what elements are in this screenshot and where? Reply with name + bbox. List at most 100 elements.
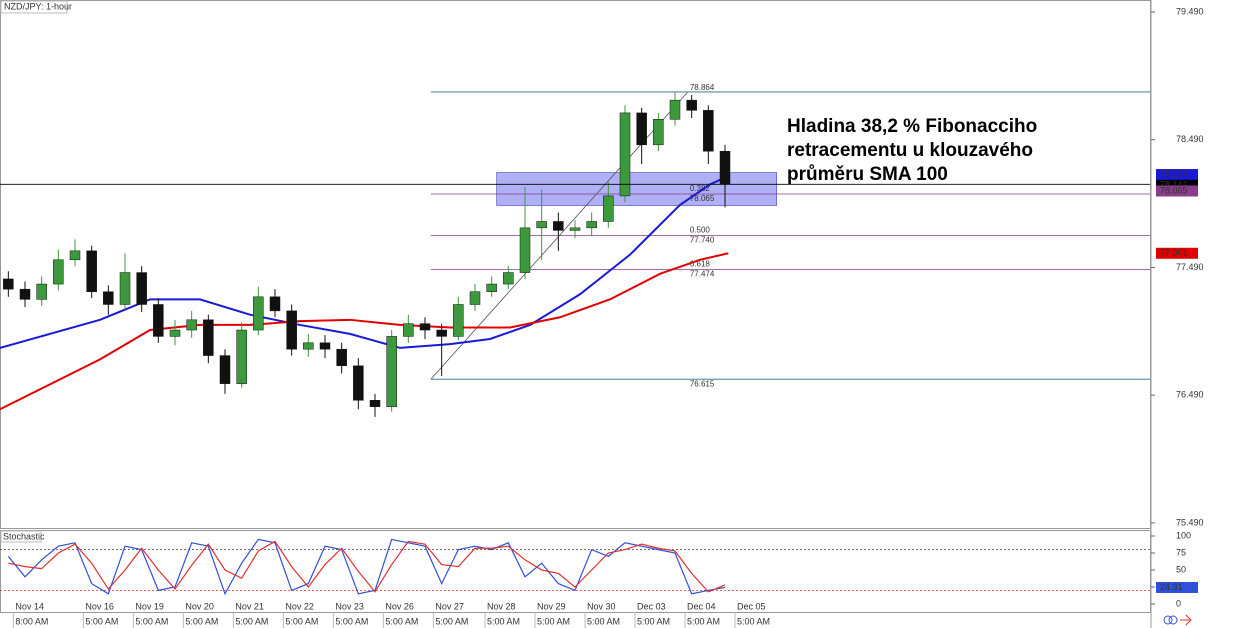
x-tick-label: Dec 04 [687,601,716,611]
x-tick-label: Nov 26 [385,601,414,611]
x-tick-time: 8:00 AM [15,616,48,626]
x-tick-label: Nov 28 [487,601,516,611]
y-tick-label: 76.490 [1176,390,1204,400]
candle-body [586,221,597,229]
candle-body [719,150,731,185]
x-tick-time: 5:00 AM [487,616,520,626]
candle-body [403,323,414,337]
stoch-y-tick-label: 100 [1176,530,1191,540]
candle-body [636,112,647,146]
x-tick-label: Nov 29 [537,601,566,611]
candle-body [69,250,81,261]
x-tick-label: Dec 03 [637,601,666,611]
x-tick-time: 5:00 AM [385,616,418,626]
candle-body [519,227,531,273]
y-tick-label: 79.490 [1176,6,1204,16]
price-badge-label: 24.31 [1160,582,1183,592]
stoch-y-tick-label: 0 [1176,598,1181,608]
x-tick-time: 5:00 AM [687,616,720,626]
candle-body [453,304,464,337]
link-icon[interactable] [1168,615,1178,625]
link-icon[interactable] [1163,615,1173,625]
candle-body [436,329,447,337]
candle-body [553,221,564,231]
candle-body [103,291,114,305]
price-badge [1156,169,1198,181]
y-tick-label: 75.490 [1176,517,1204,527]
candle-body [119,272,131,305]
x-tick-time: 5:00 AM [587,616,620,626]
x-tick-label: Nov 30 [587,601,616,611]
price-badge-label: 78.141 [1160,180,1188,190]
candle-body [569,227,581,231]
x-tick-label: Nov 20 [185,601,214,611]
x-tick-label: Nov 21 [235,601,264,611]
candle-body [386,336,397,407]
candle-body [419,323,431,331]
fib-price-label: 77.740 [690,236,715,245]
main-panel-border [0,0,1151,529]
x-tick-time: 5:00 AM [335,616,368,626]
candle-body [153,304,164,337]
x-tick-label: Dec 05 [737,601,766,611]
candle-body [303,342,314,350]
candle-body [53,259,64,285]
candle-body [369,400,381,407]
y-tick-label: 77.490 [1176,262,1204,272]
candle-body [703,110,714,152]
candle-body [319,342,331,350]
annotation-line: retracementu u klouzavého [787,140,1033,161]
candle-body [3,278,14,290]
arrow-icon[interactable] [1180,614,1192,626]
annotation-line: průměru SMA 100 [787,164,948,185]
fib-price-label: 77.474 [690,270,715,279]
candle-body [603,195,614,222]
stoch-title: Stochastic [3,531,45,541]
stoch-y-tick-label: 75 [1176,547,1186,557]
x-tick-time: 5:00 AM [537,616,570,626]
x-tick-time: 5:00 AM [737,616,770,626]
price-badge [1156,179,1198,191]
x-tick-label: Nov 23 [335,601,364,611]
x-tick-time: 5:00 AM [235,616,268,626]
stoch-title-box [0,530,42,543]
candle-body [203,319,214,356]
x-tick-time: 5:00 AM [285,616,318,626]
x-tick-time: 5:00 AM [435,616,468,626]
x-tick-time: 5:00 AM [185,616,218,626]
fib-price-label: 78.864 [690,83,715,92]
candle-body [253,296,264,331]
candle-body [336,348,347,367]
fib-ratio-label: 0.382 [690,184,711,193]
stochastic-line [7,538,726,596]
x-tick-label: Nov 16 [85,601,114,611]
x-tick-time: 5:00 AM [85,616,118,626]
candle-body [619,112,631,197]
candle-body [286,310,297,350]
x-tick-label: Nov 14 [15,601,44,611]
fib-price-label: 76.615 [690,379,715,388]
price-badge [1156,247,1198,259]
support-zone [496,172,777,206]
candle-body [469,291,481,305]
x-tick-label: Nov 22 [285,601,314,611]
candle-body [269,296,281,312]
candle-body [653,119,664,146]
fib-ratio-label: 0.618 [690,260,711,269]
candle-body [669,99,681,120]
candle-body [219,355,231,384]
toolbar-icons[interactable] [1163,614,1192,626]
price-badge [1156,185,1198,197]
candle-body [503,272,514,285]
candle-body [36,283,47,300]
x-tick-label: Nov 27 [435,601,464,611]
chart-title: NZD/JPY: 1-hour [4,1,72,11]
price-badge-label: 77.601 [1160,248,1188,258]
y-tick-label: 78.490 [1176,134,1204,144]
candle-body [236,329,247,384]
candle-body [186,319,197,331]
candle-body [536,221,547,229]
x-tick-label: Nov 19 [135,601,164,611]
moving-average [0,252,729,411]
